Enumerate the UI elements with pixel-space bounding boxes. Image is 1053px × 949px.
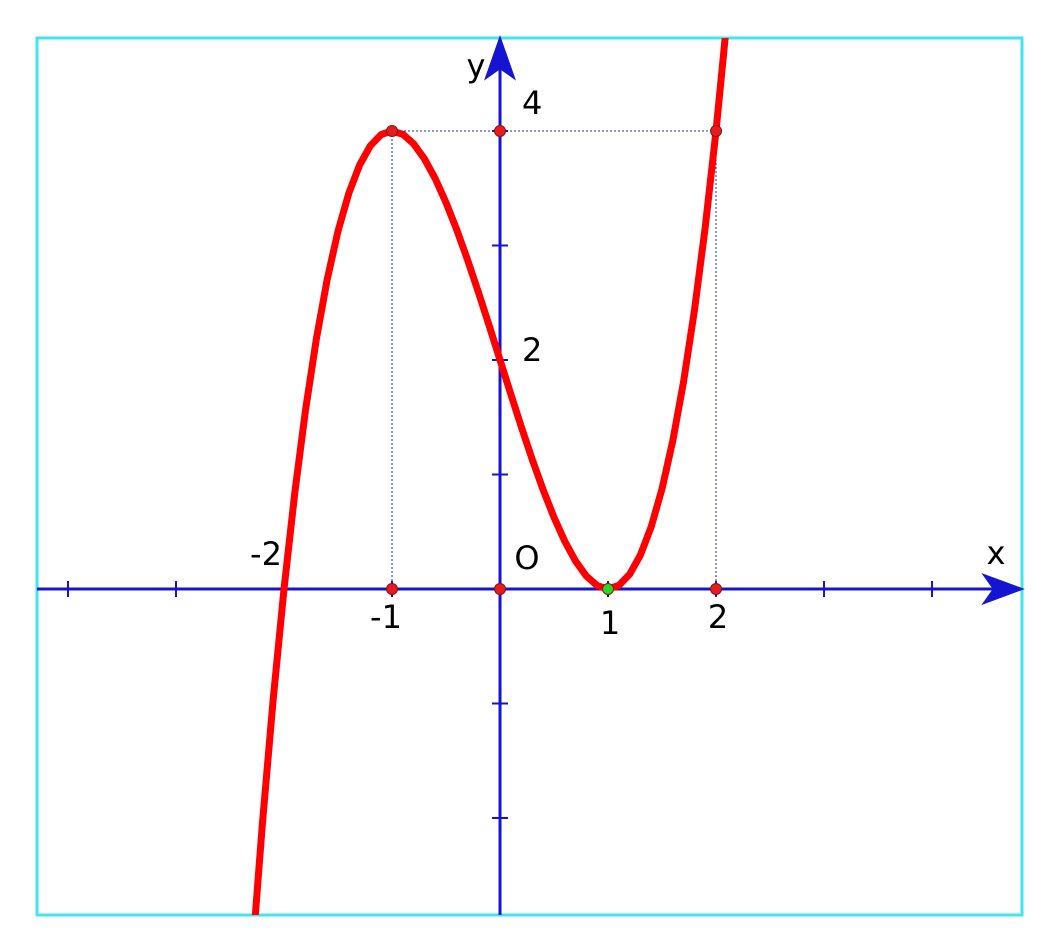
point	[710, 124, 723, 137]
y-axis-label: y	[467, 47, 486, 85]
x-tick-label: 2	[708, 598, 728, 636]
point	[386, 583, 399, 596]
point	[386, 124, 399, 137]
y-tick-label: 2	[522, 331, 542, 369]
function-curve	[251, 38, 729, 915]
origin-label: O	[514, 539, 539, 577]
x-arrow	[981, 572, 1025, 606]
x-tick-label: -1	[370, 598, 402, 636]
frame	[35, 36, 1024, 917]
point	[494, 583, 507, 596]
y-tick-label: 4	[522, 84, 542, 122]
x-axis-label: x	[987, 534, 1006, 572]
point	[710, 583, 723, 596]
x-tick-label: 1	[600, 604, 620, 642]
point	[494, 124, 507, 137]
point	[602, 583, 615, 596]
y-arrow	[484, 34, 517, 81]
x-tick-label: -2	[250, 535, 282, 573]
